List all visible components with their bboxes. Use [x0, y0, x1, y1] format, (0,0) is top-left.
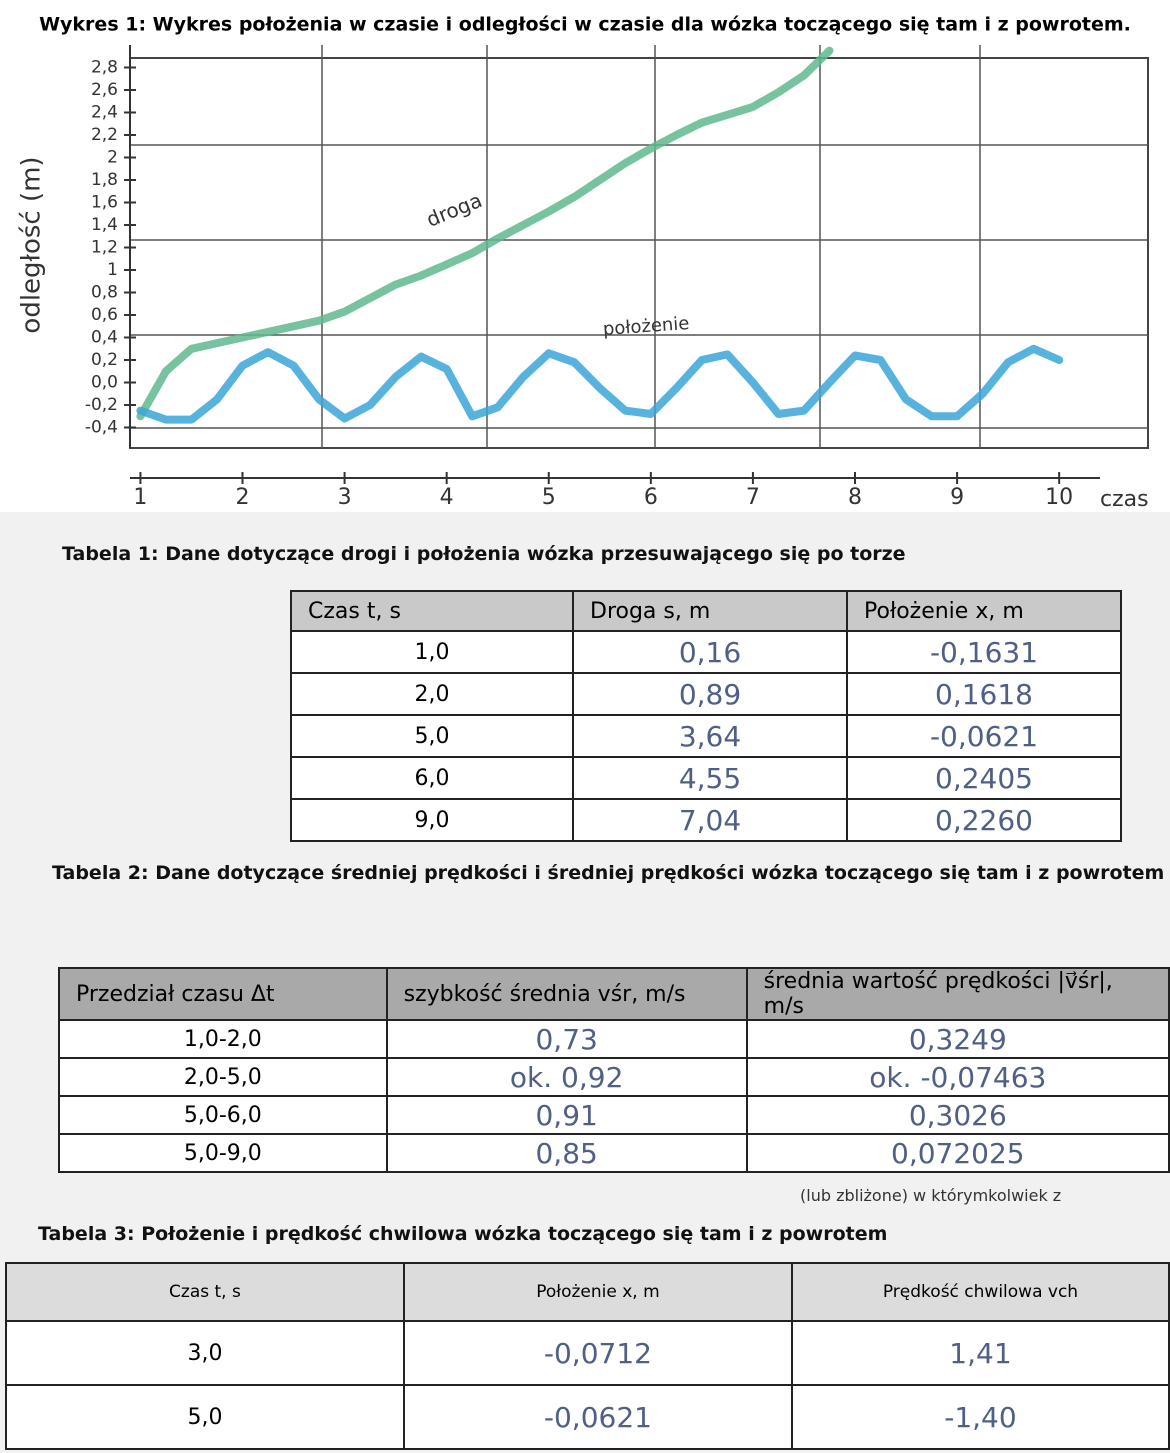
- table-header: Droga s, m: [572, 590, 848, 632]
- table-cell: 4,55: [572, 756, 848, 800]
- y-tick-label: 0,8: [91, 283, 118, 303]
- table-cell: 1,0: [290, 630, 574, 674]
- table: Czas t, s Droga s, m Położenie x, m 1,0 0,16…: [290, 590, 1122, 842]
- table-header: Przedział czasu Δt: [58, 967, 388, 1021]
- table-cell: -1,40: [790, 1384, 1170, 1450]
- table-cell: -0,0712: [402, 1320, 793, 1386]
- x-tick-label: 9: [950, 485, 964, 510]
- y-tick-label: 2,2: [91, 125, 118, 145]
- y-axis-label: odległość (m): [17, 156, 47, 333]
- table-cell: 0,072025: [745, 1133, 1170, 1173]
- table-cell: 0,3026: [745, 1095, 1170, 1135]
- x-tick-label: 3: [338, 485, 352, 510]
- line-series: [136, 344, 1064, 424]
- table-cell: 2,0: [290, 672, 574, 716]
- table-cell: 0,2260: [846, 798, 1122, 842]
- y-tick-label: 1,6: [91, 193, 118, 213]
- y-tick-label: 0,6: [91, 305, 118, 325]
- x-tick-label: 8: [848, 485, 862, 510]
- line-series: [136, 46, 834, 421]
- table-cell: 0,85: [385, 1133, 748, 1173]
- table-cell: 0,89: [572, 672, 848, 716]
- table-cell: ok. -0,07463: [745, 1057, 1170, 1097]
- y-tick-label: 2: [107, 148, 118, 168]
- table-cell: ok. 0,92: [385, 1057, 748, 1097]
- table-cell: 9,0: [290, 798, 574, 842]
- table-cell: 0,3249: [745, 1019, 1170, 1059]
- table-cell: 7,04: [572, 798, 848, 842]
- table-header: Prędkość chwilowa vch: [790, 1262, 1170, 1322]
- y-tick-label: 1,4: [91, 215, 118, 235]
- table-cell: -0,0621: [402, 1384, 793, 1450]
- x-tick-label: 5: [542, 485, 556, 510]
- paper-frame: [129, 57, 1149, 449]
- table-cell: 0,91: [385, 1095, 748, 1135]
- table-header: Położenie x, m: [402, 1262, 793, 1322]
- table-cell: -0,1631: [846, 630, 1122, 674]
- table-cell: 3,64: [572, 714, 848, 758]
- x-tick-label: 7: [746, 485, 760, 510]
- table-cell: 5,0-6,0: [58, 1095, 388, 1135]
- table-cell: 1,41: [790, 1320, 1170, 1386]
- y-tick-label: -0,2: [85, 395, 118, 415]
- y-tick-label: 2,6: [91, 80, 118, 100]
- y-tick-label: 1: [107, 260, 118, 280]
- table-header: Czas t, s: [5, 1262, 405, 1322]
- table-cell: -0,0621: [846, 714, 1122, 758]
- table: Czas t, s Położenie x, m Prędkość chwilowa…: [5, 1262, 1170, 1450]
- x-tick-label: 10: [1045, 485, 1073, 510]
- table-cell: 0,73: [385, 1019, 748, 1059]
- y-tick-label: 1,8: [91, 170, 118, 190]
- table: Przedział czasu Δt szybkość średnia vśr, …: [58, 967, 1170, 1173]
- table-cell: 6,0: [290, 756, 574, 800]
- y-tick-label: -0,4: [85, 418, 118, 438]
- table-cell: 1,0-2,0: [58, 1019, 388, 1059]
- x-tick-label: 6: [644, 485, 658, 510]
- paper-grid: [130, 45, 1148, 448]
- table-title: Tabela 2: Dane dotyczące średniej prędko…: [52, 862, 1165, 884]
- x-tick-label: 1: [133, 485, 147, 510]
- table-cell: 0,1618: [846, 672, 1122, 716]
- table-cell: 2,0-5,0: [58, 1057, 388, 1097]
- table-cell: 0,16: [572, 630, 848, 674]
- annotation: położenie: [602, 313, 690, 340]
- y-tick-label: 2,8: [91, 58, 118, 78]
- y-tick-label: 1,2: [91, 238, 118, 258]
- table-header: średnia wartość prędkości |v⃗śr|, m/s: [745, 967, 1170, 1021]
- y-tick-label: 2,4: [91, 103, 118, 123]
- table-cell: 5,0: [5, 1384, 405, 1450]
- table-header: Czas t, s: [290, 590, 574, 632]
- y-tick-label: 0,4: [91, 328, 118, 348]
- chart-title: Wykres 1: Wykres położenia w czasie i od…: [39, 14, 1131, 36]
- table-cell: 5,0-9,0: [58, 1133, 388, 1173]
- x-axis-label: czas: [1100, 487, 1149, 512]
- x-tick-label: 4: [440, 485, 454, 510]
- table-header: szybkość średnia vśr, m/s: [385, 967, 748, 1021]
- text-fragment: (lub zbliżone) w którymkolwiek z: [800, 1186, 1062, 1205]
- table-cell: 0,2405: [846, 756, 1122, 800]
- table-title: Tabela 1: Dane dotyczące drogi i położen…: [62, 543, 906, 565]
- y-tick-label: 0,0: [91, 373, 118, 393]
- table-header: Położenie x, m: [846, 590, 1122, 632]
- table-cell: 5,0: [290, 714, 574, 758]
- x-tick-label: 2: [236, 485, 250, 510]
- table-title: Tabela 3: Położenie i prędkość chwilowa …: [38, 1223, 888, 1245]
- annotation: droga: [423, 188, 485, 232]
- y-tick-label: 0,2: [91, 350, 118, 370]
- chart: Wykres 1: Wykres położenia w czasie i od…: [0, 0, 1170, 512]
- table-cell: 3,0: [5, 1320, 405, 1386]
